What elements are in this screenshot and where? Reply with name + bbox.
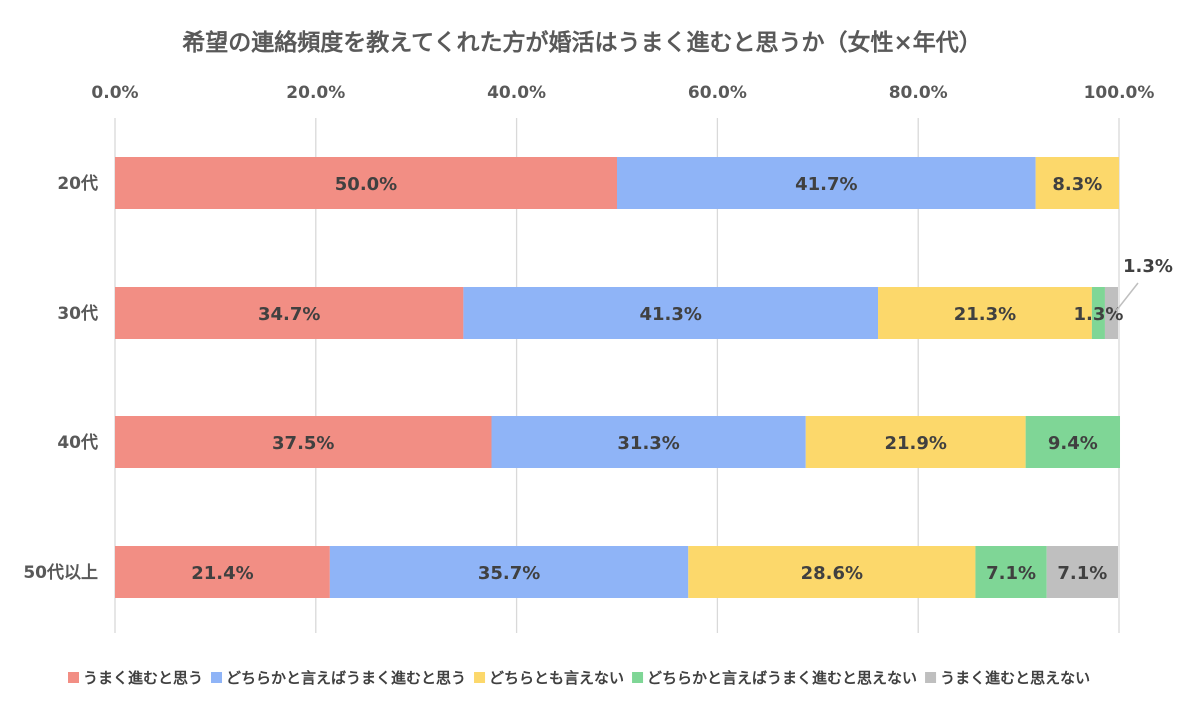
bar-segment <box>617 157 1036 209</box>
x-tick-label: 40.0% <box>487 83 546 103</box>
data-label: 8.3% <box>1052 174 1102 195</box>
bar-segment <box>1025 416 1121 468</box>
category-label: 20代 <box>57 173 98 194</box>
bar-segment <box>1035 157 1119 209</box>
legend: うまく進むと思う どちらかと言えばうまく進むと思う どちらとも言えない どちらかと言え… <box>68 669 1090 687</box>
bar-segment <box>115 416 492 468</box>
data-label: 9.4% <box>1048 433 1098 454</box>
bar-segment <box>1104 287 1118 339</box>
legend-label: どちらかと言えばうまく進むと思う <box>226 669 466 687</box>
data-label: 21.3% <box>954 304 1016 325</box>
x-tick-label: 0.0% <box>91 83 138 103</box>
x-axis-ticks: 0.0% 20.0% 40.0% 60.0% 80.0% 100.0% <box>91 83 1154 103</box>
bar-segment <box>491 416 806 468</box>
x-tick-label: 80.0% <box>889 83 948 103</box>
legend-label: どちらとも言えない <box>489 669 624 687</box>
data-label: 7.1% <box>1057 563 1107 584</box>
bar-segment <box>688 546 976 598</box>
x-tick-label: 20.0% <box>286 83 345 103</box>
legend-swatch <box>925 672 937 683</box>
bar-segment <box>1091 287 1105 339</box>
legend-label: うまく進むと思えない <box>940 669 1090 687</box>
data-label: 37.5% <box>272 433 334 454</box>
category-label: 50代以上 <box>23 562 98 583</box>
data-label-leader <box>1115 282 1139 312</box>
category-label: 40代 <box>57 432 98 453</box>
data-label: 41.7% <box>795 174 857 195</box>
data-label: 1.3% <box>1123 256 1173 277</box>
legend-swatch <box>211 672 223 683</box>
x-tick-label: 100.0% <box>1084 83 1155 103</box>
bar-segment <box>115 287 464 339</box>
data-label: 50.0% <box>335 174 397 195</box>
data-label: 21.4% <box>191 563 253 584</box>
y-axis-categories: 20代 30代 40代 50代以上 <box>23 173 98 583</box>
data-labels: 50.0% 41.7% 8.3% 34.7% 41.3% 21.3% 1.3% 1.3% 37.… <box>191 174 1173 584</box>
legend-swatch <box>474 672 486 683</box>
data-label: 41.3% <box>639 304 701 325</box>
legend-swatch <box>68 672 79 683</box>
legend-swatch <box>632 672 644 683</box>
data-label: 31.3% <box>617 433 679 454</box>
bar-segment <box>115 157 617 209</box>
category-label: 30代 <box>57 303 98 324</box>
bar-segment <box>805 416 1026 468</box>
data-label: 28.6% <box>801 563 863 584</box>
bar-segment <box>115 546 330 598</box>
data-label: 7.1% <box>986 563 1036 584</box>
bar-segments <box>115 157 1121 598</box>
bar-segment <box>463 287 879 339</box>
bar-segment <box>975 546 1047 598</box>
data-label: 21.9% <box>884 433 946 454</box>
legend-label: うまく進むと思う <box>83 669 203 687</box>
bar-segment <box>878 287 1092 339</box>
bar-segment <box>329 546 689 598</box>
data-label: 35.7% <box>478 563 540 584</box>
legend-label: どちらかと言えばうまく進むと思えない <box>647 669 917 687</box>
data-label: 34.7% <box>258 304 320 325</box>
data-label: 1.3% <box>1073 304 1123 325</box>
x-tick-label: 60.0% <box>688 83 747 103</box>
chart-title: 希望の連絡頻度を教えてくれた方が婚活はうまく進むと思うか（女性×年代） <box>182 29 981 56</box>
bar-segment <box>1046 546 1118 598</box>
